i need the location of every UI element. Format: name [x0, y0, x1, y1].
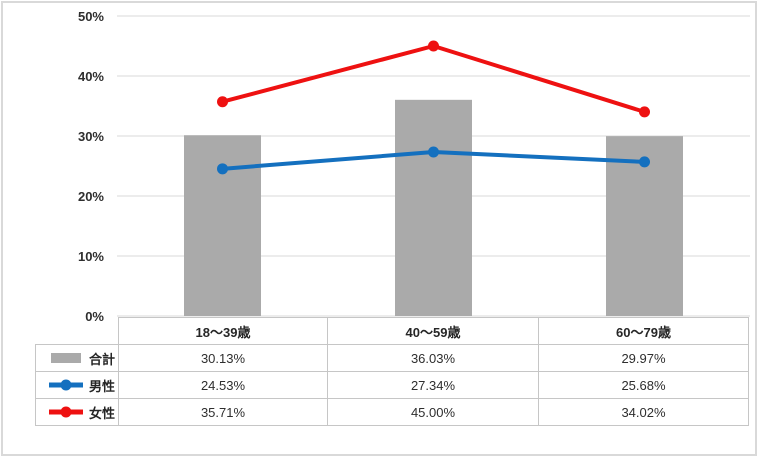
female-value-cell: 45.00% — [327, 398, 539, 426]
y-axis-tick-label: 20% — [78, 189, 104, 204]
category-header-cell: 18〜39歳 — [118, 317, 328, 345]
female-marker — [639, 106, 650, 118]
y-axis-tick-label: 50% — [78, 9, 104, 24]
male-value-cell: 24.53% — [118, 371, 328, 399]
category-header-cell: 60〜79歳 — [538, 317, 749, 345]
total-legend-cell: 合計 — [35, 344, 119, 372]
total-value-cell: 30.13% — [118, 344, 328, 372]
total-bar — [184, 135, 261, 316]
y-axis-tick-label: 0% — [85, 309, 104, 324]
female-value-cell: 35.71% — [118, 398, 328, 426]
total-value-cell: 36.03% — [327, 344, 539, 372]
total-legend-key-icon — [50, 353, 81, 363]
total-legend-label: 合計 — [88, 351, 115, 367]
chart-data-table: 18〜39歳 40〜59歳 60〜79歳合計 30.13% 36.03% 29.97% 男性… — [35, 317, 749, 426]
category-header-cell: 40〜59歳 — [327, 317, 539, 345]
table-corner-blank — [36, 318, 119, 345]
total-value-cell: 29.97% — [538, 344, 749, 372]
y-axis-tick-label: 30% — [78, 129, 104, 144]
male-legend-cell: 男性 — [35, 371, 119, 399]
y-axis-tick-label: 40% — [78, 69, 104, 84]
female-legend-label: 女性 — [88, 405, 115, 421]
male-marker — [639, 156, 650, 168]
combo-chart-plot: 0% 10% 20% 30% 40% 50% — [78, 9, 750, 324]
male-marker — [217, 163, 228, 175]
male-legend-key-icon — [48, 379, 83, 391]
y-axis-tick-label: 10% — [78, 249, 104, 264]
male-value-cell: 25.68% — [538, 371, 749, 399]
male-legend-label: 男性 — [88, 378, 115, 394]
female-legend-cell: 女性 — [35, 398, 119, 426]
female-legend-key-icon — [48, 406, 83, 418]
female-marker — [428, 40, 439, 52]
total-bar — [395, 99, 472, 316]
female-marker — [217, 96, 228, 108]
male-value-cell: 27.34% — [327, 371, 539, 399]
female-value-cell: 34.02% — [538, 398, 749, 426]
male-marker — [428, 146, 439, 158]
